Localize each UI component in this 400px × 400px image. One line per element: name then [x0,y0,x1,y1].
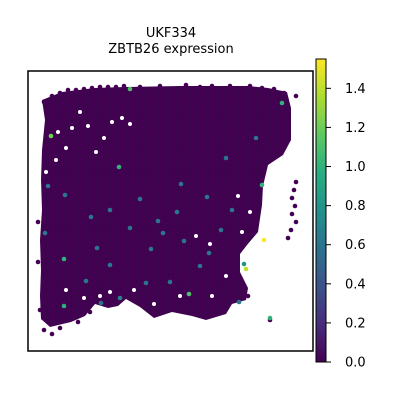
colorbar: 0.0 0.2 0.4 0.6 0.8 1.0 1.2 1.4 [315,58,366,371]
expression-spot [107,262,113,268]
expression-spot [267,315,273,321]
plot-area [27,70,314,352]
expression-spot [48,133,54,139]
expression-spot [223,155,229,161]
expression-spot [204,194,210,200]
colorbar-tick-label: 0.0 [345,356,366,371]
expression-spot [229,207,235,213]
edge-spots [35,82,299,337]
expression-spot [236,299,242,305]
colorbar-tick-label: 0.8 [345,199,366,214]
expression-spot [253,135,259,141]
expression-spot [279,100,285,106]
expression-spot [94,245,100,251]
expression-spot [116,164,122,170]
tissue-gaps [44,110,252,306]
colorbar-ticks: 0.0 0.2 0.4 0.6 0.8 1.0 1.2 1.4 [326,82,366,371]
expression-spot [160,230,166,236]
expression-spot [178,181,184,187]
colorbar-tick-label: 0.4 [345,277,366,292]
colorbar-tick-label: 0.6 [345,238,366,253]
expression-spot [88,214,94,220]
title: UKF334 ZBTB26 expression [108,26,233,57]
expression-spot [61,256,67,262]
expression-spot [127,86,133,92]
chart-title-line-2: ZBTB26 expression [108,42,233,57]
expression-spot [155,218,161,224]
expression-spot [174,209,180,215]
expression-spot [243,266,249,272]
expression-spot [107,207,113,213]
expression-spot [137,196,143,202]
expression-spot [181,238,187,244]
expression-spot [143,280,149,286]
expression-spot [98,300,104,306]
colorbar-tick-label: 1.2 [345,121,366,136]
expression-spot [261,237,267,243]
expression-spot [117,295,123,301]
chart-title-line-1: UKF334 [146,26,196,41]
expression-spot [83,278,89,284]
colorbar-tick-label: 1.0 [345,160,366,175]
expression-spot [197,263,203,269]
expression-spot [167,279,173,285]
expression-spot [127,225,133,231]
expression-spot [42,230,48,236]
expression-hot-spots [42,86,285,321]
colorbar-tick-label: 1.4 [345,82,366,97]
expression-spot [62,192,68,198]
expression-spot [206,250,212,256]
colorbar-tick-label: 0.2 [345,316,366,331]
expression-spot [61,303,67,309]
colorbar-gradient [315,58,327,363]
expression-spot [218,227,224,233]
expression-spot [45,183,51,189]
expression-spot [186,291,192,297]
expression-spot [241,261,247,267]
expression-spot [148,246,154,252]
expression-spot [259,182,265,188]
